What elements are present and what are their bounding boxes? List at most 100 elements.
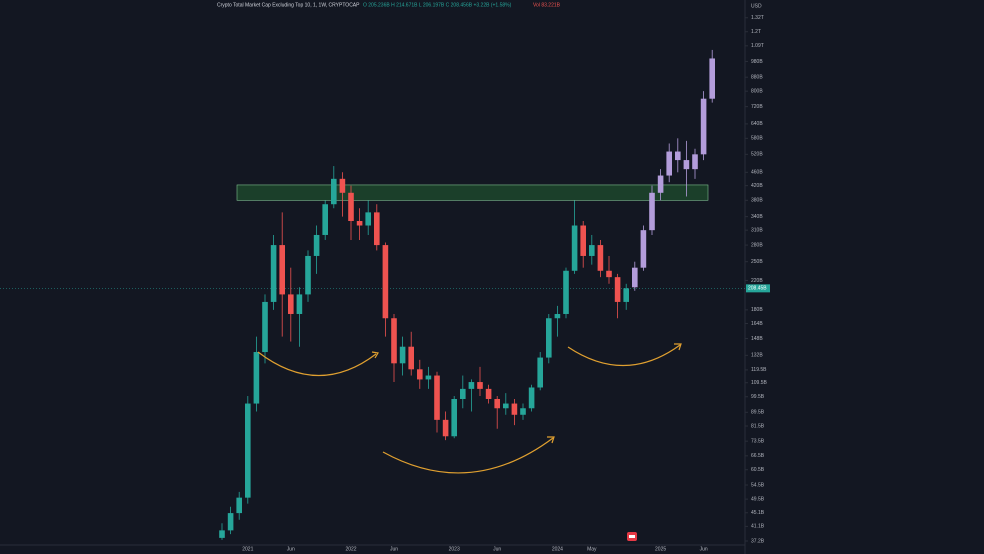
plot-area <box>0 49 745 540</box>
candle-body <box>313 234 320 256</box>
candle-body <box>503 403 509 409</box>
arc-annotation <box>567 344 681 367</box>
candle-body <box>262 301 268 353</box>
ohlc-readout: O 205.236B H 214.671B L 206.197B C 208.4… <box>363 2 512 8</box>
y-tick-label: 380B <box>751 198 763 204</box>
y-tick-label: 54.5B <box>751 482 765 488</box>
y-tick-label: 250B <box>751 259 763 265</box>
candle-body <box>374 212 380 246</box>
candle-body <box>494 398 500 409</box>
y-tick-label: 148B <box>751 336 763 342</box>
candle-body <box>227 513 234 531</box>
candle-body <box>382 245 389 319</box>
candle-body <box>356 220 363 226</box>
y-tick-label: 66.5B <box>751 453 765 459</box>
candle-body <box>563 270 569 314</box>
x-tick-label: May <box>587 546 597 552</box>
candle-body <box>700 98 707 155</box>
candle-body <box>399 346 406 364</box>
arrow-head <box>674 343 682 351</box>
y-tick-label: 220B <box>751 278 763 284</box>
last-price-box <box>746 284 770 293</box>
x-tick-label: 2021 <box>242 546 253 552</box>
x-tick-label: 2023 <box>449 546 460 552</box>
arc-annotation <box>382 437 554 474</box>
candle-body <box>657 175 664 193</box>
x-tick-label: 2024 <box>552 546 563 552</box>
y-tick-label: 73.5B <box>751 438 765 444</box>
candle-body <box>391 318 397 364</box>
candle-body <box>305 255 311 295</box>
candle-body <box>322 204 328 235</box>
y-tick-label: 640B <box>751 121 763 127</box>
y-tick-label: 800B <box>751 89 763 95</box>
candle-body <box>485 388 492 399</box>
y-tick-label: 81.5B <box>751 423 765 429</box>
y-tick-label: 420B <box>751 183 763 189</box>
y-tick-label: 45.1B <box>751 510 765 516</box>
candle-body <box>348 192 354 221</box>
y-tick-label: 1.09T <box>751 43 764 49</box>
last-price-label: 208.45B <box>748 286 767 292</box>
candle-body <box>245 403 251 498</box>
arc-annotation <box>257 351 377 377</box>
candle-body <box>270 245 277 302</box>
y-tick-label: 180B <box>751 307 763 313</box>
event-icon[interactable] <box>627 532 637 541</box>
event-icon-mark[interactable] <box>629 535 635 538</box>
y-tick-label: 460B <box>751 170 763 176</box>
candle-body <box>546 318 552 358</box>
candle-body <box>331 178 337 205</box>
supply-zone <box>236 184 709 201</box>
y-tick-label: 310B <box>751 227 763 233</box>
candle-body <box>288 294 294 314</box>
y-tick-label: 164B <box>751 321 763 327</box>
candle-body <box>589 245 595 256</box>
candle-body <box>253 352 260 404</box>
y-tick-label: 1.2T <box>751 29 761 35</box>
candle-body <box>571 225 578 271</box>
candle-body <box>442 419 449 437</box>
candle-body <box>219 530 225 538</box>
candle-body <box>649 192 655 231</box>
candle-body <box>365 212 371 226</box>
y-tick-label: 41.1B <box>751 524 765 530</box>
y-tick-label: 520B <box>751 152 763 158</box>
candle-body <box>460 388 466 399</box>
y-tick-label: 89.5B <box>751 410 765 416</box>
candle-body <box>296 294 303 314</box>
chart-title: Crypto Total Market Cap Excluding Top 10… <box>217 2 360 8</box>
candle-body <box>417 369 423 380</box>
candle-body <box>511 403 518 415</box>
candle-body <box>623 288 629 302</box>
y-tick-label: 37.2B <box>751 538 765 544</box>
candle-body <box>606 270 612 278</box>
candle-body <box>632 267 638 288</box>
y-tick-label: 980B <box>751 59 763 65</box>
y-tick-label: 580B <box>751 136 763 142</box>
candle-body <box>580 225 586 256</box>
y-tick-label: 1.32T <box>751 15 764 21</box>
candle-body <box>477 382 483 389</box>
candle-body <box>597 245 604 271</box>
candle-body <box>614 277 621 302</box>
arrow-head <box>371 351 379 359</box>
x-tick-label: Jun <box>493 546 501 552</box>
candle-body <box>520 408 526 415</box>
x-tick-label: 2022 <box>345 546 356 552</box>
candle-body <box>468 382 475 389</box>
candle-body <box>528 387 535 409</box>
candle-body <box>683 160 690 170</box>
y-tick-label: 132B <box>751 353 763 359</box>
annotations <box>257 343 682 474</box>
y-tick-label: 340B <box>751 214 763 220</box>
currency-label: USD <box>751 3 762 9</box>
candle-body <box>640 230 647 268</box>
x-tick-label: Jun <box>287 546 295 552</box>
candle-body <box>451 398 457 437</box>
y-tick-label: 880B <box>751 75 763 81</box>
candle-body <box>554 313 561 319</box>
